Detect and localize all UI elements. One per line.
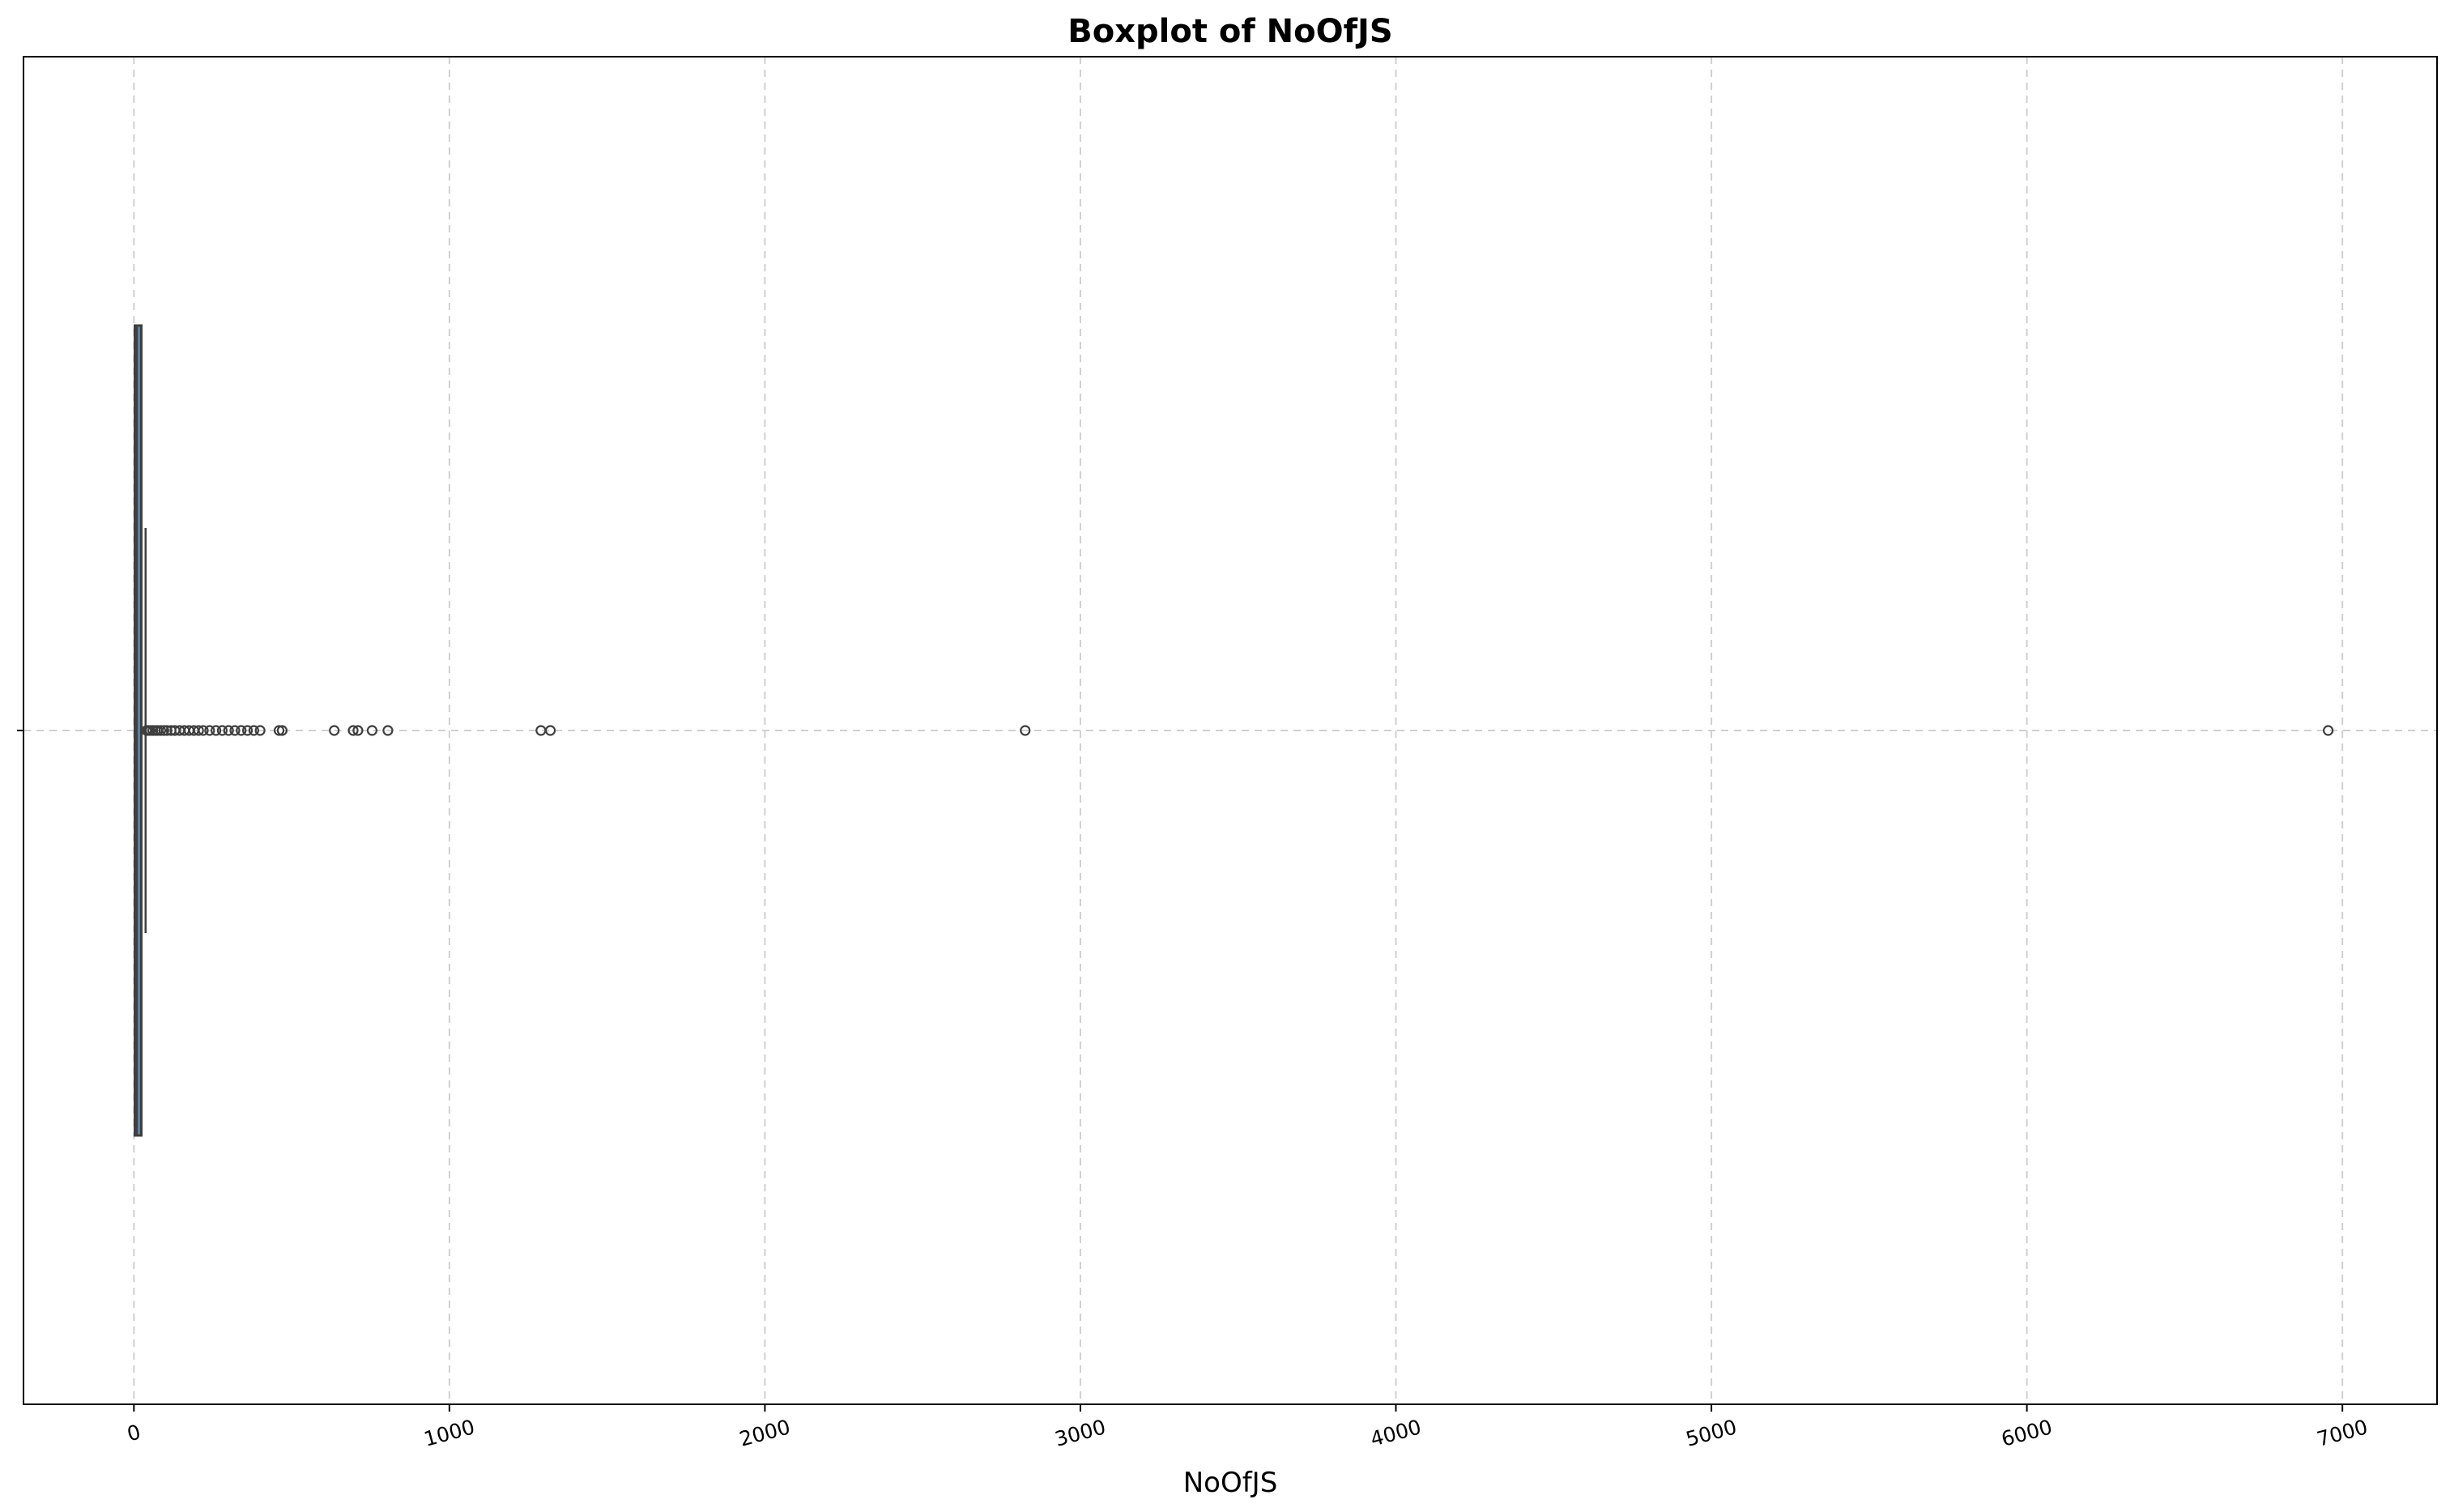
outlier-point: [229, 725, 241, 736]
outlier-point: [352, 725, 364, 736]
outlier-point: [155, 725, 167, 736]
outlier-point: [254, 725, 266, 736]
outlier-point: [158, 725, 169, 736]
outlier-points: [141, 725, 2334, 736]
x-axis-label: NoOfJS: [1183, 1467, 1278, 1499]
outlier-point: [204, 725, 215, 736]
x-tick-label: 4000: [1368, 1415, 1424, 1450]
outlier-point: [347, 725, 359, 736]
outlier-point: [2323, 725, 2334, 736]
x-tick-label: 2000: [737, 1415, 793, 1450]
x-tick-label: 3000: [1052, 1415, 1108, 1450]
outlier-point: [223, 725, 234, 736]
outlier-point: [216, 725, 228, 736]
outlier-point: [236, 725, 247, 736]
outlier-point: [273, 725, 285, 736]
outlier-point: [544, 725, 556, 736]
x-tick-label: 6000: [1999, 1415, 2055, 1450]
outlier-point: [241, 725, 254, 736]
outlier-point: [211, 725, 222, 736]
x-tick-label: 0: [125, 1420, 143, 1446]
outlier-point: [193, 725, 204, 736]
x-tick-label: 1000: [421, 1415, 477, 1450]
outlier-point: [248, 725, 259, 736]
x-tick-label: 7000: [2315, 1415, 2371, 1450]
outlier-point: [329, 725, 340, 736]
outlier-point: [198, 725, 209, 736]
outlier-point: [382, 725, 394, 736]
x-tick-label: 5000: [1683, 1415, 1739, 1450]
outlier-point: [1020, 725, 1031, 736]
chart-title: Boxplot of NoOfJS: [1067, 13, 1393, 50]
grid-lines: [23, 57, 2437, 1404]
x-axis-ticks: 0 1000 2000 3000 4000 5000 6000 7000: [17, 730, 2370, 1451]
outlier-point: [161, 725, 173, 736]
outlier-point: [276, 725, 288, 736]
outlier-point: [366, 725, 378, 736]
